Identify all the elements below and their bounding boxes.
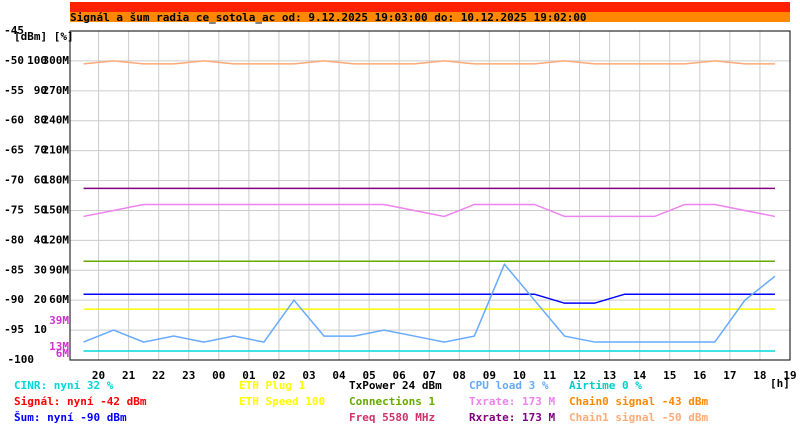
y-tick-label: -45 <box>4 24 24 37</box>
legend-entry: ETH Speed 100 <box>239 395 325 408</box>
y2-tick-label: 20 <box>34 293 47 306</box>
x-tick-label: 21 <box>122 369 136 382</box>
legend-entry: Freq 5580 MHz <box>349 411 435 424</box>
legend-entry: ETH Plug 1 <box>239 379 306 392</box>
series-line <box>83 60 775 65</box>
y-tick-label: -90 <box>4 293 24 306</box>
y3-tick-label: 270M <box>43 84 70 97</box>
x-tick-label: 12 <box>573 369 586 382</box>
legend-entry: Txrate: 173 M <box>469 395 555 408</box>
y2-tick-label: 80 <box>34 114 47 127</box>
x-tick-label: 17 <box>723 369 736 382</box>
labels: -45-50-55-60-65-70-75-80-85-90-95-100100… <box>4 24 797 424</box>
plot <box>83 60 776 352</box>
x-tick-label: 23 <box>182 369 195 382</box>
legend-entry: Airtime 0 % <box>569 379 642 392</box>
chart-title: Signál a šum radia ce_sotola_ac od: 9.12… <box>70 11 587 24</box>
y2-tick-label: 10 <box>34 323 47 336</box>
legend-entry: Signál: nyní -42 dBm <box>14 395 147 408</box>
y-tick-label: -50 <box>4 54 24 67</box>
legend-entry: CPU load 3 % <box>469 379 549 392</box>
signal-band <box>70 2 790 12</box>
x-tick-label: 06 <box>393 369 407 382</box>
x-tick-label: 20 <box>92 369 105 382</box>
y2-tick-label: 50 <box>34 203 47 216</box>
series-line <box>83 262 776 343</box>
y3-tick-label: 120M <box>43 233 70 246</box>
plot-frame <box>69 30 791 361</box>
x-tick-label: 13 <box>603 369 616 382</box>
rate-marker-label: 6M <box>56 347 70 360</box>
y-tick-label: -95 <box>4 323 24 336</box>
series-line <box>83 293 775 304</box>
x-axis-label: [h] <box>770 377 790 390</box>
x-tick-label: 04 <box>332 369 346 382</box>
x-tick-label: 02 <box>272 369 285 382</box>
y3-tick-label: 90M <box>49 263 69 276</box>
y3-tick-label: 60M <box>49 293 69 306</box>
y-tick-label: -70 <box>4 174 24 187</box>
x-tick-label: 14 <box>633 369 647 382</box>
y2-tick-label: 30 <box>34 263 47 276</box>
y-tick-label: -55 <box>4 84 24 97</box>
x-tick-label: 01 <box>242 369 256 382</box>
y3-tick-label: 240M <box>43 114 70 127</box>
y3-tick-label: 210M <box>43 144 70 157</box>
y2-tick-label: 70 <box>34 144 47 157</box>
x-tick-label: 11 <box>543 369 557 382</box>
y3-tick-label: 180M <box>43 174 70 187</box>
rate-marker-label: 13M <box>49 340 69 353</box>
y-tick-label: -85 <box>4 263 24 276</box>
legend-entry: Rxrate: 173 M <box>469 411 555 424</box>
x-tick-label: 09 <box>483 369 496 382</box>
y2-tick-label: 90 <box>34 84 47 97</box>
legend-entry: Chain1 signal -50 dBm <box>569 411 708 424</box>
y-tick-label: -60 <box>4 114 24 127</box>
x-tick-label: 22 <box>152 369 165 382</box>
legend-entry: CINR: nyní 32 % <box>14 379 114 392</box>
legend-entry: Connections 1 <box>349 395 435 408</box>
y-tick-label: -75 <box>4 203 24 216</box>
x-tick-label: 05 <box>362 369 375 382</box>
y2-tick-label: 100 <box>27 54 47 67</box>
legend-entry: Šum: nyní -90 dBm <box>14 411 127 424</box>
x-tick-label: 07 <box>423 369 436 382</box>
x-tick-label: 08 <box>453 369 466 382</box>
y-tick-label: -80 <box>4 233 24 246</box>
x-tick-label: 10 <box>513 369 526 382</box>
x-tick-label: 19 <box>783 369 796 382</box>
rate-marker-label: 39M <box>49 314 69 327</box>
series-line <box>83 203 776 218</box>
y-tick-label: -100 <box>8 353 35 366</box>
x-tick-label: 00 <box>212 369 225 382</box>
y2-tick-label: 60 <box>34 174 47 187</box>
chain0-band <box>70 12 790 22</box>
legend-entry: Chain0 signal -43 dBm <box>569 395 708 408</box>
x-tick-label: 16 <box>693 369 707 382</box>
x-tick-label: 03 <box>302 369 315 382</box>
y3-tick-label: 150M <box>43 203 70 216</box>
y-axis-label: [dBm] [%] <box>14 30 74 43</box>
x-tick-label: 18 <box>753 369 766 382</box>
y-tick-label: -65 <box>4 144 24 157</box>
y3-tick-label: 300M <box>43 54 70 67</box>
legend-entry: TxPower 24 dBm <box>349 379 442 392</box>
y2-tick-label: 40 <box>34 233 47 246</box>
x-tick-label: 15 <box>663 369 676 382</box>
